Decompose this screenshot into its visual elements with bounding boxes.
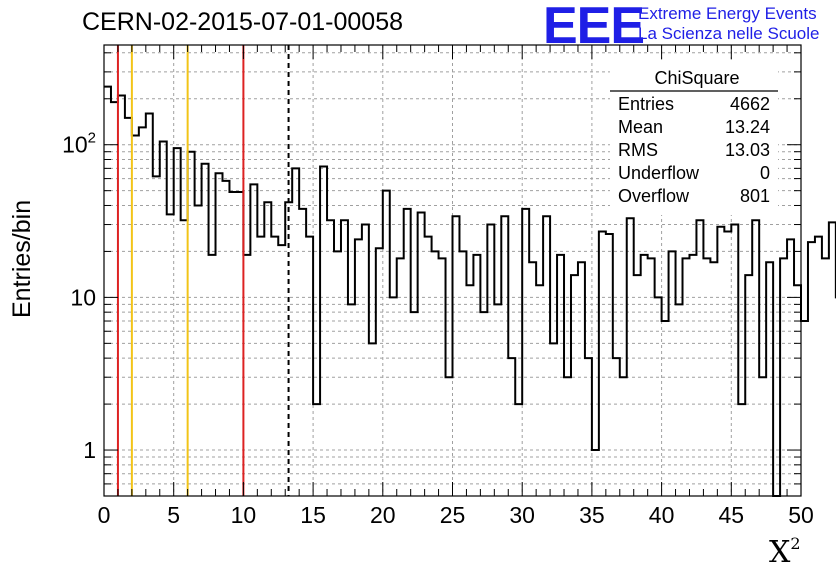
stats-box-name: ChiSquare	[654, 68, 739, 88]
stats-row-label: Underflow	[618, 163, 700, 183]
logo-line-2: La Scienza nelle Scuole	[638, 24, 820, 43]
x-tick-label: 30	[509, 502, 535, 528]
x-tick-label: 5	[167, 502, 180, 528]
eee-logo: EEE	[543, 0, 645, 55]
stats-row-label: Overflow	[618, 186, 690, 206]
y-tick-label: 102	[62, 130, 96, 158]
stats-row-value: 0	[760, 163, 770, 183]
x-tick-label: 20	[370, 502, 396, 528]
x-tick-label: 0	[98, 502, 111, 528]
x-tick-label: 50	[788, 502, 814, 528]
histogram-line	[104, 85, 836, 497]
x-tick-label: 40	[649, 502, 675, 528]
y-tick-label: 1	[83, 437, 96, 463]
stats-row-value: 801	[740, 186, 770, 206]
stats-box-bg	[610, 63, 778, 215]
stats-row-label: Entries	[618, 94, 674, 114]
stats-row-value: 4662	[730, 94, 770, 114]
stats-row-value: 13.03	[725, 140, 770, 160]
y-tick-label: 10	[70, 284, 96, 310]
logo-line-1: Extreme Energy Events	[638, 4, 817, 23]
x-tick-label: 35	[579, 502, 605, 528]
x-tick-label: 25	[440, 502, 466, 528]
chart-title: CERN-02-2015-07-01-00058	[82, 8, 404, 36]
x-tick-label: 10	[231, 502, 257, 528]
stats-row-label: Mean	[618, 117, 663, 137]
x-axis-label: X2	[769, 534, 801, 570]
stats-row-value: 13.24	[725, 117, 770, 137]
x-tick-label: 15	[300, 502, 326, 528]
x-tick-label: 45	[719, 502, 745, 528]
stats-row-label: RMS	[618, 140, 658, 160]
